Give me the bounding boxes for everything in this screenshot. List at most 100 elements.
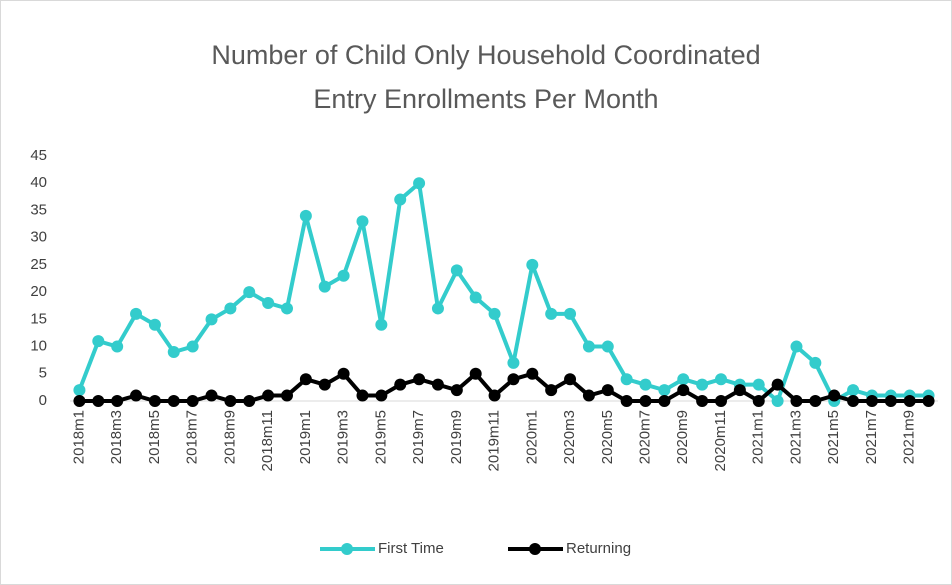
- point: [356, 389, 369, 402]
- point: [469, 291, 482, 304]
- x-tick-label: 2019m7: [410, 410, 427, 464]
- point: [696, 395, 709, 407]
- y-tick-label: 10: [30, 338, 47, 355]
- chart-title: Entry Enrollments Per Month: [313, 84, 658, 114]
- series-line: [77, 181, 929, 403]
- point: [167, 395, 180, 407]
- point: [715, 395, 727, 407]
- point: [111, 395, 124, 407]
- point: [715, 373, 727, 386]
- x-tick-label: 2021m3: [787, 410, 804, 464]
- point: [394, 378, 407, 391]
- point: [337, 269, 350, 282]
- point: [620, 395, 633, 407]
- point: [733, 384, 746, 397]
- point: [205, 389, 218, 402]
- point: [903, 395, 916, 407]
- point: [318, 280, 331, 293]
- point: [601, 384, 614, 397]
- point: [299, 373, 312, 386]
- point: [677, 384, 690, 397]
- legend-marker: [341, 543, 353, 555]
- x-tick-label: 2019m9: [448, 410, 465, 464]
- legend-label: Returning: [566, 540, 631, 557]
- point: [922, 395, 935, 407]
- point: [130, 389, 143, 402]
- point: [507, 373, 520, 386]
- point: [790, 340, 803, 353]
- point: [413, 177, 426, 190]
- point: [281, 302, 293, 315]
- x-tick-label: 2021m9: [901, 410, 918, 464]
- x-tick-label: 2018m1: [70, 410, 87, 464]
- point: [92, 335, 105, 348]
- y-tick-label: 0: [39, 392, 47, 409]
- point: [752, 378, 765, 391]
- x-tick-label: 2020m11: [712, 410, 729, 471]
- point: [186, 340, 199, 353]
- point: [148, 318, 161, 331]
- point: [771, 395, 784, 407]
- point: [658, 384, 671, 397]
- y-tick-label: 40: [30, 174, 47, 191]
- x-tick-label: 2018m3: [108, 410, 125, 464]
- x-tick-label: 2021m5: [825, 410, 842, 464]
- point: [601, 340, 614, 353]
- point: [809, 356, 822, 369]
- point: [865, 395, 878, 407]
- point: [564, 373, 577, 386]
- series-line: [79, 371, 929, 403]
- point: [262, 297, 275, 309]
- x-tick-label: 2020m7: [636, 410, 653, 464]
- point: [299, 209, 312, 222]
- point: [356, 215, 369, 228]
- point: [771, 378, 784, 391]
- point: [658, 395, 671, 407]
- point: [375, 318, 388, 331]
- point: [431, 302, 444, 315]
- x-tick-label: 2020m1: [523, 410, 540, 464]
- point: [130, 307, 143, 320]
- point: [205, 313, 218, 326]
- point: [847, 384, 860, 397]
- point: [92, 395, 105, 407]
- point: [809, 395, 822, 407]
- point: [224, 395, 237, 407]
- y-tick-label: 20: [30, 283, 47, 300]
- point: [526, 258, 539, 271]
- point: [469, 367, 482, 380]
- point: [488, 307, 501, 320]
- point: [884, 395, 897, 407]
- point: [828, 389, 841, 402]
- point: [73, 395, 86, 407]
- x-tick-label: 2018m5: [146, 410, 163, 464]
- x-tick-label: 2018m11: [259, 410, 276, 471]
- legend-marker: [529, 543, 541, 555]
- point: [148, 395, 161, 407]
- y-tick-label: 35: [30, 201, 47, 218]
- point: [620, 373, 633, 386]
- x-tick-label: 2019m1: [297, 410, 314, 464]
- point: [318, 378, 331, 391]
- point: [545, 384, 558, 397]
- point: [167, 346, 180, 358]
- x-tick-label: 2019m3: [335, 410, 352, 464]
- legend-label: First Time: [378, 540, 444, 557]
- y-tick-label: 5: [39, 365, 47, 382]
- point: [337, 367, 350, 380]
- point: [507, 356, 520, 369]
- point: [696, 378, 709, 391]
- point: [413, 373, 426, 386]
- x-tick-label: 2020m3: [561, 410, 578, 464]
- x-tick-label: 2020m5: [599, 410, 616, 464]
- x-tick-label: 2021m1: [750, 410, 767, 464]
- y-tick-label: 15: [30, 310, 47, 327]
- point: [582, 389, 595, 402]
- x-tick-label: 2018m9: [221, 410, 238, 464]
- point: [375, 389, 388, 402]
- point: [243, 286, 256, 299]
- point: [262, 389, 275, 402]
- y-tick-label: 45: [30, 147, 47, 164]
- point: [224, 302, 237, 315]
